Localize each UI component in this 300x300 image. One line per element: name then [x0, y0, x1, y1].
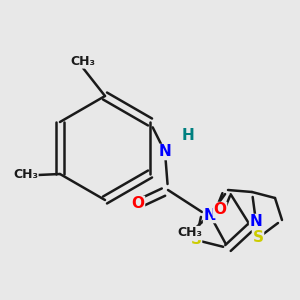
Text: N: N [159, 145, 171, 160]
Text: O: O [214, 202, 226, 217]
Text: O: O [131, 196, 145, 211]
Text: CH₃: CH₃ [178, 226, 203, 239]
Text: CH₃: CH₃ [70, 55, 95, 68]
Text: N: N [204, 208, 216, 223]
Text: CH₃: CH₃ [13, 169, 38, 182]
Text: H: H [182, 128, 194, 143]
Text: S: S [190, 232, 202, 247]
Text: S: S [253, 230, 263, 245]
Text: N: N [250, 214, 262, 230]
